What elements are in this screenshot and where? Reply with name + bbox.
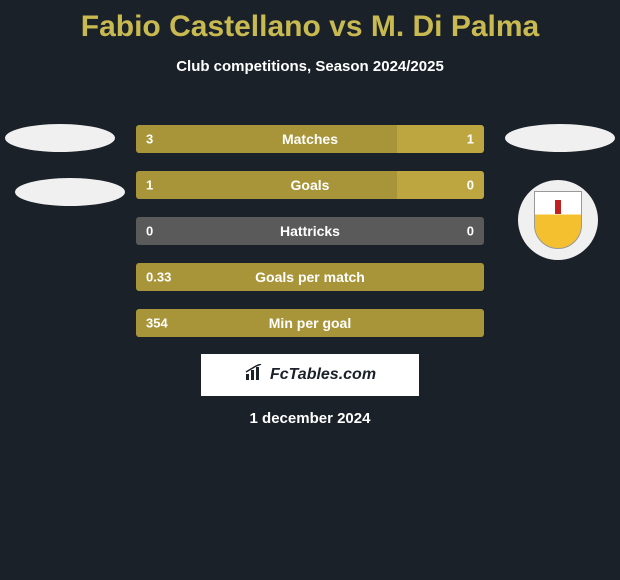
stat-value-right: 1: [467, 132, 474, 147]
comparison-title: Fabio Castellano vs M. Di Palma: [0, 0, 620, 44]
stat-value-left: 354: [146, 316, 168, 331]
stat-value-right: 0: [467, 178, 474, 193]
stat-value-left: 0.33: [146, 270, 171, 285]
stat-label: Min per goal: [269, 315, 351, 331]
club-badge-stripe: [555, 200, 561, 214]
stat-row-goals-per-match: 0.33 Goals per match: [135, 262, 485, 292]
chart-icon: [244, 364, 266, 387]
stat-value-left: 3: [146, 132, 153, 147]
watermark-box: FcTables.com: [200, 353, 420, 397]
stat-label: Goals: [291, 177, 330, 193]
stat-row-matches: 3 Matches 1: [135, 124, 485, 154]
club-badge-shield: [534, 191, 582, 249]
watermark-text: FcTables.com: [270, 366, 376, 384]
date-label: 1 december 2024: [250, 410, 371, 427]
stat-label: Matches: [282, 131, 338, 147]
stat-row-goals: 1 Goals 0: [135, 170, 485, 200]
bar-left: [136, 171, 397, 199]
player-right-avatar-1: [505, 124, 615, 152]
player-left-avatar-2: [15, 178, 125, 206]
stat-value-left: 0: [146, 224, 153, 239]
stats-container: 3 Matches 1 1 Goals 0 0 Hattricks 0 0.33…: [135, 124, 485, 354]
stat-value-left: 1: [146, 178, 153, 193]
stat-label: Hattricks: [280, 223, 340, 239]
player-left-avatar-1: [5, 124, 115, 152]
club-badge-right: [518, 180, 598, 260]
bar-left: [136, 125, 397, 153]
stat-row-hattricks: 0 Hattricks 0: [135, 216, 485, 246]
stat-value-right: 0: [467, 224, 474, 239]
season-subtitle: Club competitions, Season 2024/2025: [0, 58, 620, 75]
stat-label: Goals per match: [255, 269, 365, 285]
stat-row-min-per-goal: 354 Min per goal: [135, 308, 485, 338]
